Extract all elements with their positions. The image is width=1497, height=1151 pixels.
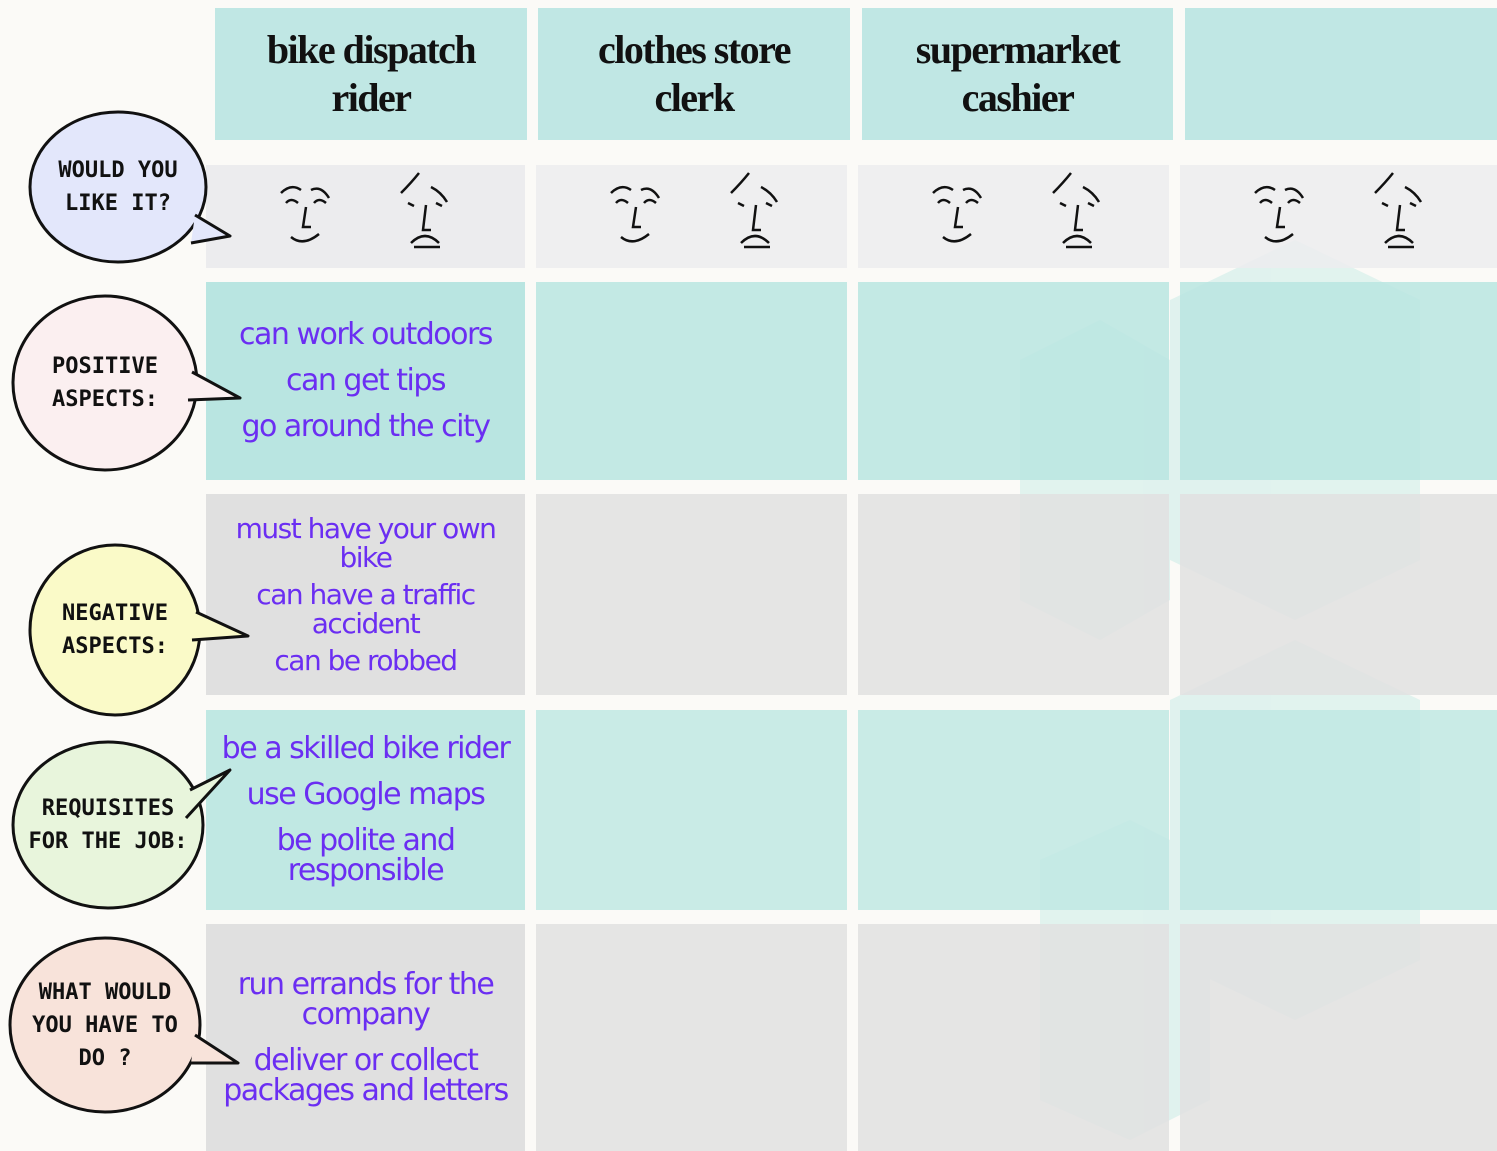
happy-face: [932, 185, 983, 243]
bubble-tail: [187, 370, 242, 402]
sad-face: [1052, 172, 1101, 249]
bubble-tail: [191, 610, 250, 642]
header-cell: [1185, 8, 1497, 140]
column-header: bike dispatch rider: [266, 27, 477, 120]
table-cell: [536, 282, 847, 480]
speech-bubble: [11, 740, 205, 910]
happy-face: [1254, 185, 1305, 243]
cell-item: deliver or collect packages and letters: [223, 1042, 509, 1108]
speech-bubble: [28, 110, 208, 264]
table-cell: [536, 924, 847, 1151]
row-label: WHAT WOULD YOU HAVE TO DO ?: [32, 979, 178, 1071]
sad-face: [1374, 172, 1423, 249]
table-cell: [1180, 165, 1497, 268]
happy-face: [280, 185, 331, 243]
speech-bubble: [8, 936, 202, 1114]
cell-item: use Google maps: [246, 777, 486, 812]
table-cell: [206, 710, 525, 910]
table-cell: [858, 710, 1169, 910]
cell-item: can work outdoors: [239, 317, 493, 352]
cell-list: must have your own bike can have a traffi…: [206, 494, 525, 695]
table-cell: [536, 494, 847, 695]
cell-item: can be robbed: [274, 644, 458, 677]
table-cell: [536, 165, 847, 268]
column-header: supermarket cashier: [915, 27, 1121, 120]
table-cell: [1180, 282, 1497, 480]
table-cell: [858, 282, 1169, 480]
row-label: WOULD YOU LIKE IT?: [58, 158, 178, 216]
cell-item: be polite and responsible: [276, 823, 456, 888]
header-cell: [862, 8, 1173, 140]
cell-item: go around the city: [241, 409, 491, 444]
table-cell: [206, 494, 525, 695]
table-cell: [1180, 924, 1497, 1151]
cell-item: can get tips: [286, 363, 447, 398]
header-cell: [538, 8, 850, 140]
table-cell: [206, 282, 525, 480]
table-cell: [206, 924, 525, 1151]
table-cell: [858, 165, 1169, 268]
table-cell: [1180, 494, 1497, 695]
cell-list: can work outdoors can get tips go around t…: [206, 282, 525, 480]
bubble-tail: [191, 1033, 240, 1065]
header-cell: [215, 8, 527, 140]
row-label: REQUISITES FOR THE JOB:: [28, 796, 188, 854]
row-label: NEGATIVE ASPECTS:: [62, 601, 168, 659]
table-cell: [1180, 710, 1497, 910]
cell-list: run errands for the company deliver or co…: [206, 924, 525, 1151]
cell-list: be a skilled bike rider use Google maps be…: [206, 710, 525, 910]
happy-face: [610, 185, 661, 243]
sad-face: [730, 172, 779, 249]
table-cell: [858, 924, 1169, 1151]
cell-item: can have a traffic accident: [256, 578, 476, 640]
table-cell: [858, 494, 1169, 695]
bubble-tail: [190, 213, 232, 245]
sad-face: [400, 172, 449, 249]
cell-item: be a skilled bike rider: [221, 731, 511, 766]
table-cell: [206, 165, 525, 268]
column-header: clothes store clerk: [598, 27, 791, 120]
table-cell: [536, 710, 847, 910]
cell-item: run errands for the company: [237, 966, 495, 1032]
bubble-tail: [184, 768, 232, 820]
row-label: POSITIVE ASPECTS:: [52, 354, 158, 412]
cell-item: must have your own bike: [235, 512, 497, 574]
